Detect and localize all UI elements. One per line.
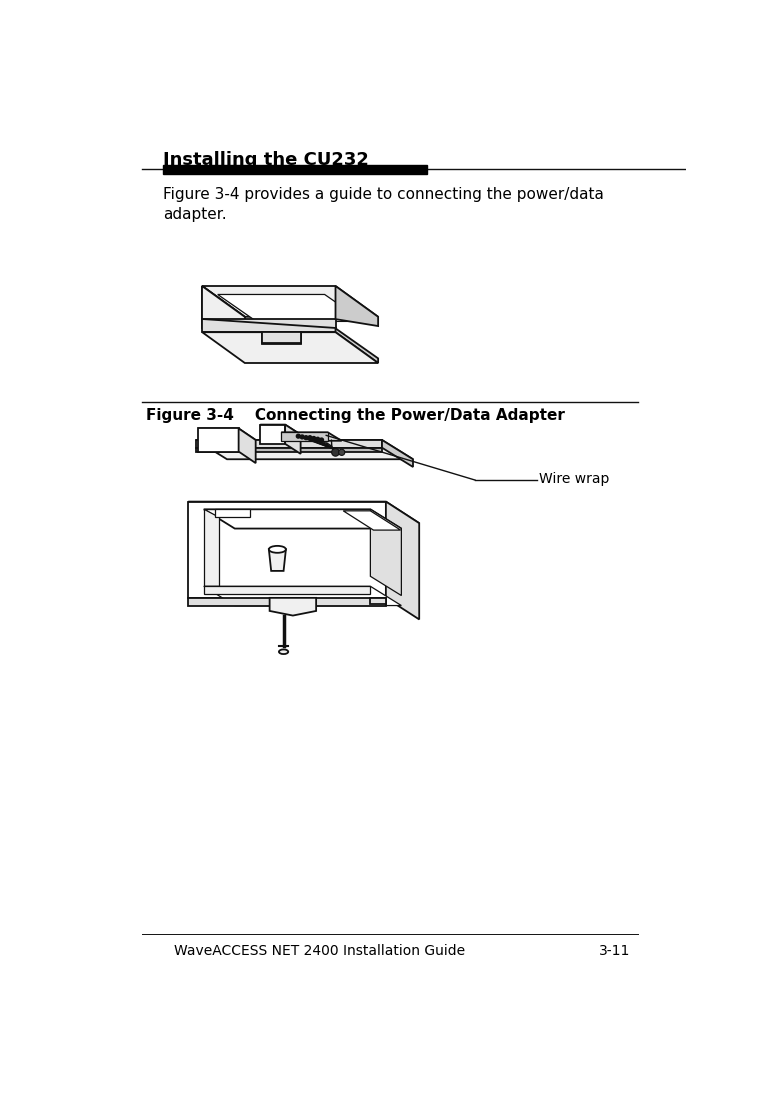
Text: Wire wrap: Wire wrap xyxy=(539,472,610,485)
Text: 3-11: 3-11 xyxy=(599,944,630,958)
Polygon shape xyxy=(261,425,301,435)
Polygon shape xyxy=(198,428,256,440)
Polygon shape xyxy=(370,598,386,604)
Circle shape xyxy=(315,438,319,441)
Polygon shape xyxy=(216,509,250,517)
Circle shape xyxy=(308,436,312,440)
Polygon shape xyxy=(335,328,378,363)
Text: Figure 3-4 provides a guide to connecting the power/data
adapter.: Figure 3-4 provides a guide to connectin… xyxy=(164,187,604,222)
Polygon shape xyxy=(281,432,328,441)
Circle shape xyxy=(331,449,339,456)
Polygon shape xyxy=(196,448,382,451)
Circle shape xyxy=(296,434,300,438)
Circle shape xyxy=(319,438,324,442)
Polygon shape xyxy=(202,286,378,317)
Polygon shape xyxy=(270,598,316,616)
Polygon shape xyxy=(196,440,382,448)
Polygon shape xyxy=(261,425,285,443)
Polygon shape xyxy=(202,286,245,319)
Polygon shape xyxy=(188,502,386,598)
Polygon shape xyxy=(382,440,413,466)
Polygon shape xyxy=(202,332,378,363)
Circle shape xyxy=(300,434,304,439)
Bar xyxy=(164,165,427,174)
Polygon shape xyxy=(269,549,286,571)
Polygon shape xyxy=(370,509,402,595)
Polygon shape xyxy=(203,586,370,594)
Circle shape xyxy=(338,449,344,455)
Polygon shape xyxy=(281,432,341,441)
Polygon shape xyxy=(262,332,301,343)
Circle shape xyxy=(304,436,308,440)
Polygon shape xyxy=(196,440,413,460)
Polygon shape xyxy=(335,286,378,326)
Polygon shape xyxy=(343,510,401,530)
Polygon shape xyxy=(203,586,402,605)
Circle shape xyxy=(312,437,315,440)
Text: WaveACCESS NET 2400 Installation Guide: WaveACCESS NET 2400 Installation Guide xyxy=(174,944,466,958)
Text: Figure 3-4    Connecting the Power/Data Adapter: Figure 3-4 Connecting the Power/Data Ada… xyxy=(146,408,565,422)
Polygon shape xyxy=(239,428,256,463)
Polygon shape xyxy=(285,425,301,454)
Polygon shape xyxy=(188,502,419,524)
Polygon shape xyxy=(203,509,219,586)
Polygon shape xyxy=(202,319,335,332)
Polygon shape xyxy=(386,502,419,619)
Text: Installing the CU232: Installing the CU232 xyxy=(164,151,370,169)
Polygon shape xyxy=(218,295,363,321)
Ellipse shape xyxy=(279,649,288,654)
Polygon shape xyxy=(202,319,335,328)
Polygon shape xyxy=(188,598,386,605)
Polygon shape xyxy=(203,509,402,529)
Polygon shape xyxy=(202,286,245,323)
Polygon shape xyxy=(262,332,301,343)
Ellipse shape xyxy=(269,546,286,553)
Polygon shape xyxy=(198,428,239,451)
